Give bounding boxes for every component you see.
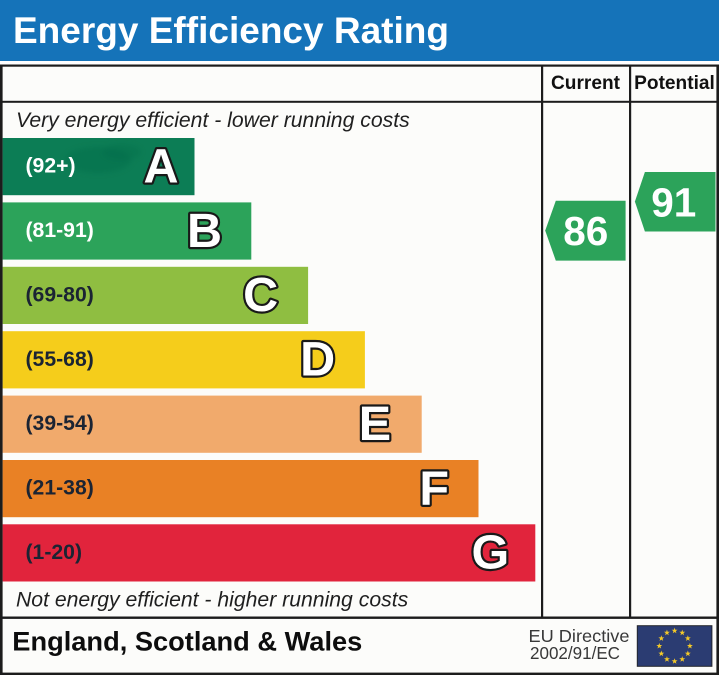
svg-text:C: C bbox=[243, 268, 278, 322]
svg-text:(1-20): (1-20) bbox=[26, 541, 83, 564]
svg-text:Very energy efficient - lower: Very energy efficient - lower running co… bbox=[16, 109, 410, 132]
svg-text:F: F bbox=[419, 461, 449, 515]
svg-text:G: G bbox=[472, 526, 510, 580]
svg-text:Potential: Potential bbox=[634, 73, 715, 94]
svg-text:91: 91 bbox=[651, 179, 696, 225]
svg-text:England, Scotland & Wales: England, Scotland & Wales bbox=[12, 627, 362, 657]
svg-text:A: A bbox=[143, 139, 178, 193]
svg-text:Energy Efficiency Rating: Energy Efficiency Rating bbox=[13, 10, 449, 51]
svg-text:E: E bbox=[359, 397, 391, 451]
svg-text:(69-80): (69-80) bbox=[26, 283, 94, 306]
svg-text:EU Directive: EU Directive bbox=[529, 626, 630, 646]
svg-text:2002/91/EC: 2002/91/EC bbox=[530, 643, 620, 663]
svg-text:Current: Current bbox=[551, 73, 621, 94]
svg-text:B: B bbox=[187, 204, 222, 258]
svg-text:Not energy efficient - higher: Not energy efficient - higher running co… bbox=[16, 589, 409, 612]
svg-text:(21-38): (21-38) bbox=[26, 477, 94, 500]
svg-text:(92+): (92+) bbox=[26, 155, 76, 178]
svg-text:(55-68): (55-68) bbox=[26, 348, 94, 371]
svg-text:86: 86 bbox=[563, 208, 608, 254]
svg-text:(81-91): (81-91) bbox=[26, 219, 94, 242]
svg-text:D: D bbox=[300, 333, 335, 387]
svg-text:(39-54): (39-54) bbox=[26, 412, 94, 435]
